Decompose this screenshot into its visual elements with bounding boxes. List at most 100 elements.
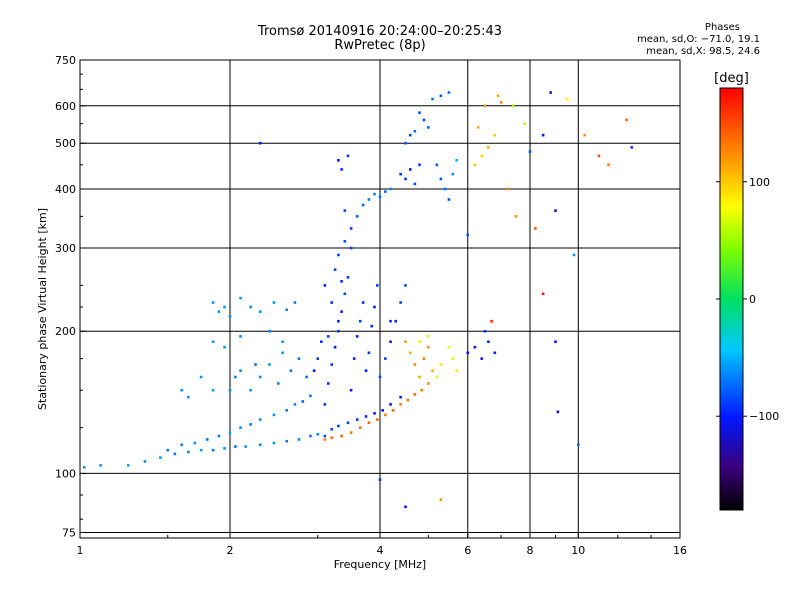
data-point [258, 141, 262, 145]
data-point [455, 369, 458, 372]
data-point [272, 301, 276, 304]
data-point [418, 375, 421, 379]
data-point [293, 301, 297, 304]
chart-title: Tromsø 20140916 20:24:00–20:25:43 [257, 24, 503, 39]
data-point [384, 357, 387, 360]
data-point [316, 357, 320, 360]
data-point [276, 382, 280, 385]
data-point [340, 310, 343, 313]
data-point [258, 418, 262, 421]
data-point [254, 363, 257, 366]
data-point [394, 319, 397, 323]
x-tick-label: 1 [77, 544, 84, 557]
data-point [473, 345, 477, 349]
data-point [422, 118, 426, 122]
data-point [258, 310, 262, 313]
data-point [493, 351, 497, 355]
data-point [358, 426, 362, 429]
y-tick-label: 100 [55, 467, 76, 480]
data-point [309, 394, 312, 398]
data-point [239, 369, 242, 372]
data-point [389, 403, 392, 406]
data-point [447, 198, 451, 201]
data-point [439, 498, 443, 501]
data-point [281, 351, 284, 355]
data-point [418, 340, 421, 344]
data-point [166, 448, 170, 452]
data-point [422, 357, 426, 360]
data-point [297, 438, 301, 441]
data-point [455, 159, 458, 162]
data-point [389, 340, 392, 344]
data-point [413, 393, 417, 396]
data-point [143, 460, 147, 463]
data-point [375, 418, 379, 421]
data-point [404, 505, 407, 509]
data-point [173, 452, 177, 456]
data-point [99, 464, 102, 467]
data-point [223, 305, 226, 309]
data-point [447, 345, 451, 349]
data-point [285, 439, 289, 443]
y-tick-label: 750 [55, 54, 76, 67]
data-point [364, 369, 368, 372]
data-point [528, 150, 532, 153]
data-point [333, 345, 337, 349]
data-point [349, 388, 353, 392]
data-point [554, 209, 557, 212]
data-point [340, 168, 343, 171]
data-point [346, 421, 350, 425]
data-point [327, 335, 330, 338]
data-point [281, 340, 284, 344]
data-point [337, 329, 340, 333]
x-axis-title: Frequency [MHz] [334, 558, 426, 571]
colorbar-gradient [719, 87, 744, 511]
data-point [435, 375, 439, 379]
data-point [244, 445, 247, 448]
data-point [466, 351, 470, 355]
data-point [199, 375, 203, 379]
data-point [211, 448, 215, 452]
data-point [211, 388, 215, 392]
data-point [330, 301, 334, 304]
data-point [499, 101, 503, 104]
data-point [234, 445, 237, 448]
data-point [389, 187, 392, 191]
data-point [305, 375, 308, 379]
y-tick-labels: 75 100 200 300 400 500 600 750 [55, 54, 76, 539]
data-point [355, 335, 359, 338]
data-point [289, 369, 293, 372]
data-point [607, 163, 610, 167]
data-point [333, 268, 337, 271]
data-point [413, 182, 417, 186]
data-point [309, 434, 312, 438]
data-point [367, 421, 371, 425]
data-point [337, 159, 340, 162]
data-point [514, 215, 518, 218]
data-point [272, 413, 276, 417]
data-point [268, 329, 271, 333]
data-point [272, 441, 276, 445]
data-point [205, 438, 209, 441]
data-point [418, 163, 421, 167]
data-point [431, 97, 434, 101]
data-point [211, 301, 215, 304]
colorbar-tick-label: 100 [749, 176, 770, 189]
data-point [483, 104, 487, 108]
y-tick-label: 600 [55, 100, 76, 113]
data-point [576, 443, 580, 447]
phase-stats-o: mean, sd,O: −71.0, 19.1 [637, 34, 760, 45]
data-point [337, 253, 340, 257]
data-point [404, 141, 407, 145]
data-point [480, 357, 484, 360]
data-point [399, 172, 402, 176]
data-point [541, 292, 545, 296]
colorbar-ticks: −100 0 100 [716, 176, 779, 423]
data-point [431, 369, 434, 372]
data-point [343, 292, 347, 296]
data-point [625, 118, 628, 122]
data-point [180, 443, 184, 447]
data-point [426, 335, 430, 338]
data-point [408, 351, 412, 355]
